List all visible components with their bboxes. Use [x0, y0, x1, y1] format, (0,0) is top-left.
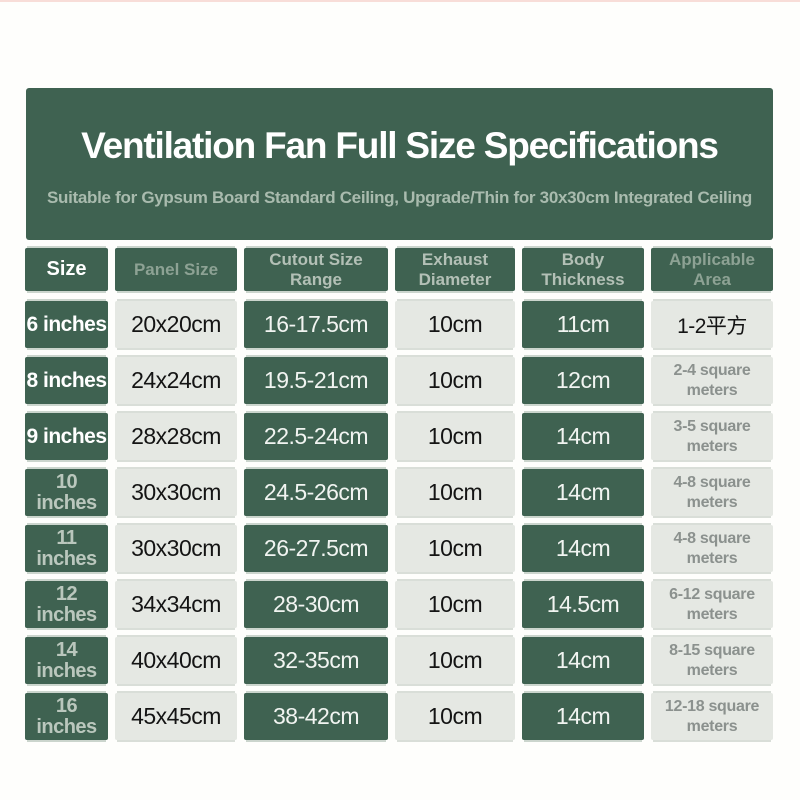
panel-size-cell: 28x28cm — [115, 413, 237, 460]
cutout-size-cell: 28-30cm — [244, 581, 388, 628]
cutout-size-cell: 26-27.5cm — [244, 525, 388, 572]
body-thickness-cell: 12cm — [522, 357, 644, 404]
page-title: Ventilation Fan Full Size Specifications — [81, 125, 719, 167]
panel-size-cell: 45x45cm — [115, 693, 237, 740]
exhaust-diameter-cell: 10cm — [395, 357, 515, 404]
exhaust-diameter-cell: 10cm — [395, 525, 515, 572]
exhaust-diameter-cell: 10cm — [395, 413, 515, 460]
size-cell: 14 inches — [25, 637, 108, 684]
page-subtitle: Suitable for Gypsum Board Standard Ceili… — [46, 187, 753, 207]
cutout-size-cell: 24.5-26cm — [244, 469, 388, 516]
panel-size-cell: 30x30cm — [115, 469, 237, 516]
size-cell: 9 inches — [25, 413, 108, 460]
applicable-area-cell: 3-5 square meters — [651, 413, 773, 460]
table-row: 12 inches 34x34cm 28-30cm 10cm 14.5cm 6-… — [25, 581, 773, 628]
exhaust-diameter-cell: 10cm — [395, 693, 515, 740]
cutout-size-cell: 16-17.5cm — [244, 301, 388, 348]
applicable-area-cell: 8-15 square meters — [651, 637, 773, 684]
body-thickness-cell: 14cm — [522, 413, 644, 460]
panel-size-cell: 20x20cm — [115, 301, 237, 348]
panel-size-cell: 40x40cm — [115, 637, 237, 684]
cutout-size-cell: 22.5-24cm — [244, 413, 388, 460]
table-row: 16 inches 45x45cm 38-42cm 10cm 14cm 12-1… — [25, 693, 773, 740]
column-header-size: Size — [25, 248, 108, 291]
panel-size-cell: 30x30cm — [115, 525, 237, 572]
body-thickness-cell: 14cm — [522, 693, 644, 740]
size-cell: 11 inches — [25, 525, 108, 572]
size-cell: 12 inches — [25, 581, 108, 628]
applicable-area-cell: 4-8 square meters — [651, 525, 773, 572]
table-row: 9 inches 28x28cm 22.5-24cm 10cm 14cm 3-5… — [25, 413, 773, 460]
size-cell: 6 inches — [25, 301, 108, 348]
body-thickness-cell: 11cm — [522, 301, 644, 348]
exhaust-diameter-cell: 10cm — [395, 637, 515, 684]
body-thickness-cell: 14.5cm — [522, 581, 644, 628]
cutout-size-cell: 32-35cm — [244, 637, 388, 684]
cutout-size-cell: 38-42cm — [244, 693, 388, 740]
column-header-body-thickness: Body Thickness — [522, 248, 644, 291]
exhaust-diameter-cell: 10cm — [395, 469, 515, 516]
exhaust-diameter-cell: 10cm — [395, 581, 515, 628]
spec-table: Size Panel Size Cutout Size Range Exhaus… — [25, 248, 773, 749]
table-row: 11 inches 30x30cm 26-27.5cm 10cm 14cm 4-… — [25, 525, 773, 572]
applicable-area-cell: 6-12 square meters — [651, 581, 773, 628]
column-header-applicable-area: Applicable Area — [651, 248, 773, 291]
applicable-area-cell: 2-4 square meters — [651, 357, 773, 404]
table-row: 10 inches 30x30cm 24.5-26cm 10cm 14cm 4-… — [25, 469, 773, 516]
size-cell: 8 inches — [25, 357, 108, 404]
column-header-panel-size: Panel Size — [115, 248, 237, 291]
cutout-size-cell: 19.5-21cm — [244, 357, 388, 404]
table-header-row: Size Panel Size Cutout Size Range Exhaus… — [25, 248, 773, 291]
top-border — [0, 0, 800, 2]
column-header-cutout-size: Cutout Size Range — [244, 248, 388, 291]
table-row: 14 inches 40x40cm 32-35cm 10cm 14cm 8-15… — [25, 637, 773, 684]
table-row: 8 inches 24x24cm 19.5-21cm 10cm 12cm 2-4… — [25, 357, 773, 404]
applicable-area-cell: 12-18 square meters — [651, 693, 773, 740]
table-row: 6 inches 20x20cm 16-17.5cm 10cm 11cm 1-2… — [25, 301, 773, 348]
panel-size-cell: 24x24cm — [115, 357, 237, 404]
column-header-exhaust-diameter: Exhaust Diameter — [395, 248, 515, 291]
header-banner: Ventilation Fan Full Size Specifications… — [26, 88, 773, 240]
panel-size-cell: 34x34cm — [115, 581, 237, 628]
body-thickness-cell: 14cm — [522, 469, 644, 516]
size-cell: 10 inches — [25, 469, 108, 516]
size-cell: 16 inches — [25, 693, 108, 740]
applicable-area-cell: 4-8 square meters — [651, 469, 773, 516]
applicable-area-cell: 1-2平方 — [651, 301, 773, 348]
body-thickness-cell: 14cm — [522, 525, 644, 572]
body-thickness-cell: 14cm — [522, 637, 644, 684]
exhaust-diameter-cell: 10cm — [395, 301, 515, 348]
